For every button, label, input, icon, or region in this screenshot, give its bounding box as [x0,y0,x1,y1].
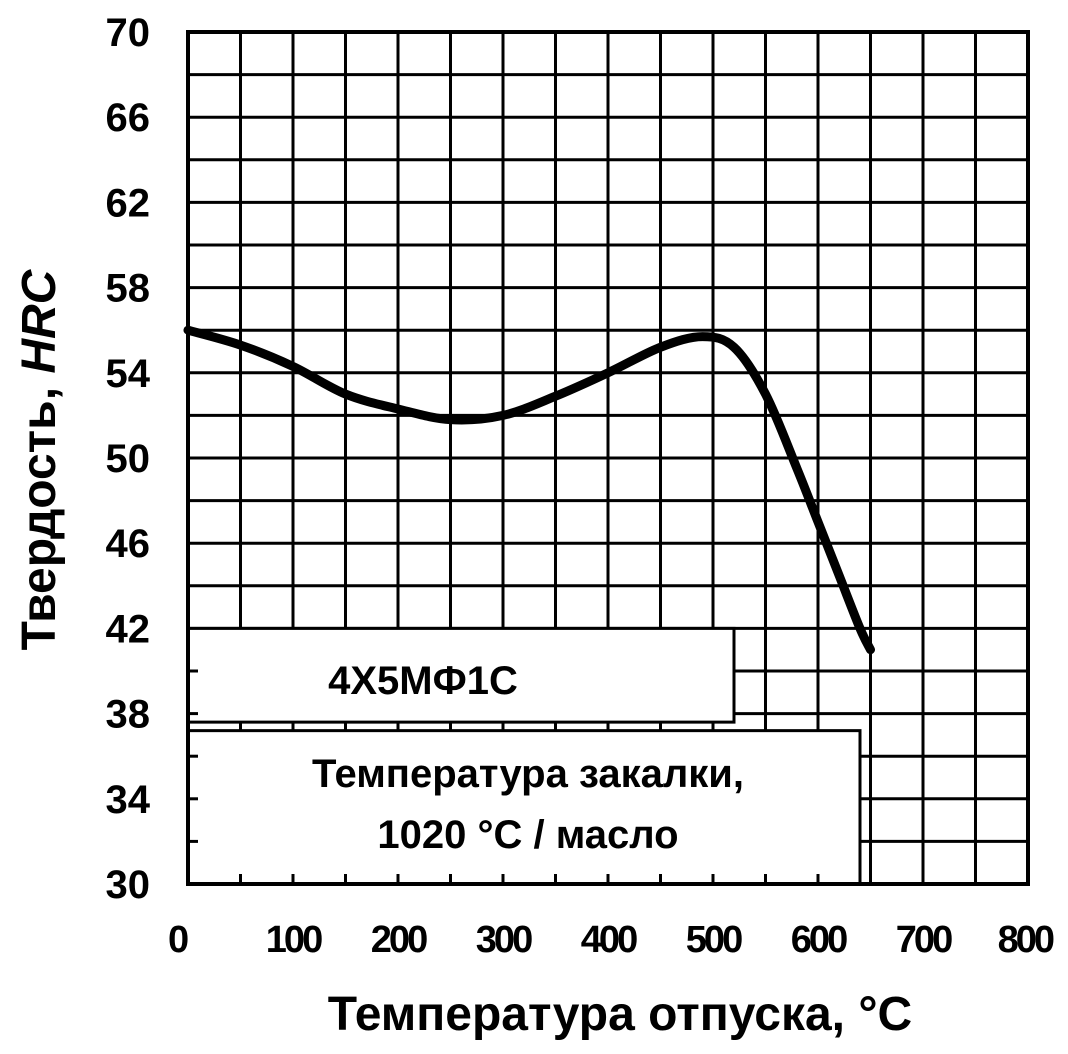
x-axis-title: Температура отпуска, °C [328,988,912,1041]
y-tick-label: 46 [106,522,151,566]
hardness-series-line [183,325,875,655]
x-tick-label: 500 [686,919,742,961]
y-axis-title: Твердость, HRC [13,268,66,650]
quench-box [186,729,862,886]
y-axis-title-text: Твердость, [13,387,66,650]
y-tick-label: 34 [106,778,151,822]
steel-grade-box [186,626,736,724]
x-tick-label: 800 [998,919,1054,961]
x-tick-label: 100 [266,919,322,961]
y-tick-label: 66 [106,96,151,140]
y-tick-label: 54 [106,352,151,396]
x-tick-label: 200 [371,919,427,961]
y-tick-label: 30 [106,863,151,907]
y-tick-label: 70 [106,11,151,55]
x-tick-labels: 0 100 200 300 400 500 600 700 800 [168,919,1057,961]
x-tick-label: 400 [581,919,637,961]
series-layer [183,325,875,655]
quench-temperature-label: Температура закалки, [312,752,744,796]
x-tick-label: 700 [896,919,952,961]
y-axis-title-unit: HRC [13,268,66,373]
quench-medium-label: 1020 °C / масло [377,813,678,857]
annotation-boxes [186,626,862,886]
y-tick-label: 42 [106,607,151,651]
x-tick-label: 0 [168,919,188,961]
y-tick-label: 58 [106,267,151,311]
x-tick-label: 300 [476,919,532,961]
x-tick-label: 600 [791,919,847,961]
y-tick-label: 38 [106,693,151,737]
y-tick-label: 50 [106,437,151,481]
y-tick-labels: 30 34 38 42 46 50 54 58 62 66 70 [106,11,151,907]
y-tick-label: 62 [106,181,151,225]
steel-grade-label: 4Х5МФ1С [328,659,518,703]
plot-frame [186,30,1030,886]
